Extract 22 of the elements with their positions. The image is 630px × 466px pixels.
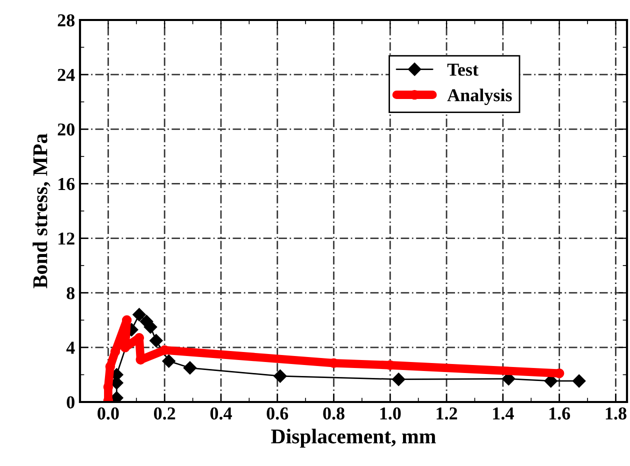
x-tick-label: 0.8 — [323, 407, 344, 420]
x-tick-label: 1.8 — [606, 407, 626, 420]
x-tick-label: 0.0 — [98, 407, 119, 420]
x-tick-label: 1.6 — [549, 407, 570, 420]
y-tick-label: 24 — [58, 68, 75, 81]
y-tick-label: 20 — [58, 123, 74, 136]
legend-label: Analysis — [447, 88, 512, 106]
y-tick-label: 8 — [66, 287, 75, 300]
y-tick-label: 16 — [58, 178, 75, 190]
y-tick-label: 4 — [66, 342, 75, 354]
legend-label: Test — [447, 64, 478, 76]
x-tick-label: 0.6 — [266, 407, 288, 420]
y-tick-label: 0 — [66, 396, 74, 408]
y-tick-label: 12 — [58, 232, 74, 245]
y-tick-label: 28 — [58, 14, 75, 26]
y-axis-title: Bond stress, MPa — [32, 134, 50, 288]
x-tick-label: 1.2 — [436, 407, 458, 420]
x-tick-label: 0.4 — [210, 407, 232, 420]
x-tick-label: 0.2 — [154, 407, 176, 420]
x-tick-label: 1.0 — [380, 407, 401, 420]
x-axis-title: Displacement, mm — [271, 428, 436, 448]
x-tick-label: 1.4 — [493, 407, 514, 420]
